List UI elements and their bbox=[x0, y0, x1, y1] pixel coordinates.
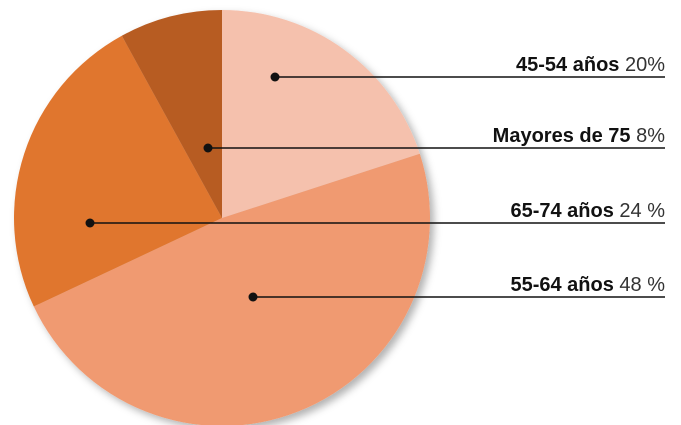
callout-label: 55-64 años 48 % bbox=[510, 274, 665, 296]
value-label: 48 % bbox=[619, 274, 665, 296]
callout-label: 45-54 años 20% bbox=[516, 54, 665, 76]
callout-dot bbox=[203, 143, 213, 153]
pie-slice bbox=[121, 10, 222, 218]
callout-label: 65-74 años 24 % bbox=[510, 200, 665, 222]
category-label: 45-54 años bbox=[516, 54, 619, 76]
pie-slice bbox=[13, 35, 222, 307]
pie-slice bbox=[33, 153, 430, 425]
category-label: 55-64 años bbox=[510, 274, 613, 296]
pie-slice bbox=[222, 10, 420, 218]
pie bbox=[13, 10, 430, 425]
callout-dot bbox=[85, 218, 95, 228]
value-label: 20% bbox=[625, 54, 665, 76]
value-label: 24 % bbox=[619, 200, 665, 222]
category-label: Mayores de 75 bbox=[493, 125, 631, 147]
callout-dot bbox=[270, 72, 280, 82]
callout-label: Mayores de 75 8% bbox=[493, 125, 666, 147]
value-label: 8% bbox=[636, 125, 665, 147]
callouts: 45-54 años 20% 55-64 años 48 % 65-74 años … bbox=[85, 54, 666, 302]
category-label: 65-74 años bbox=[510, 200, 613, 222]
callout-dot bbox=[248, 292, 258, 302]
